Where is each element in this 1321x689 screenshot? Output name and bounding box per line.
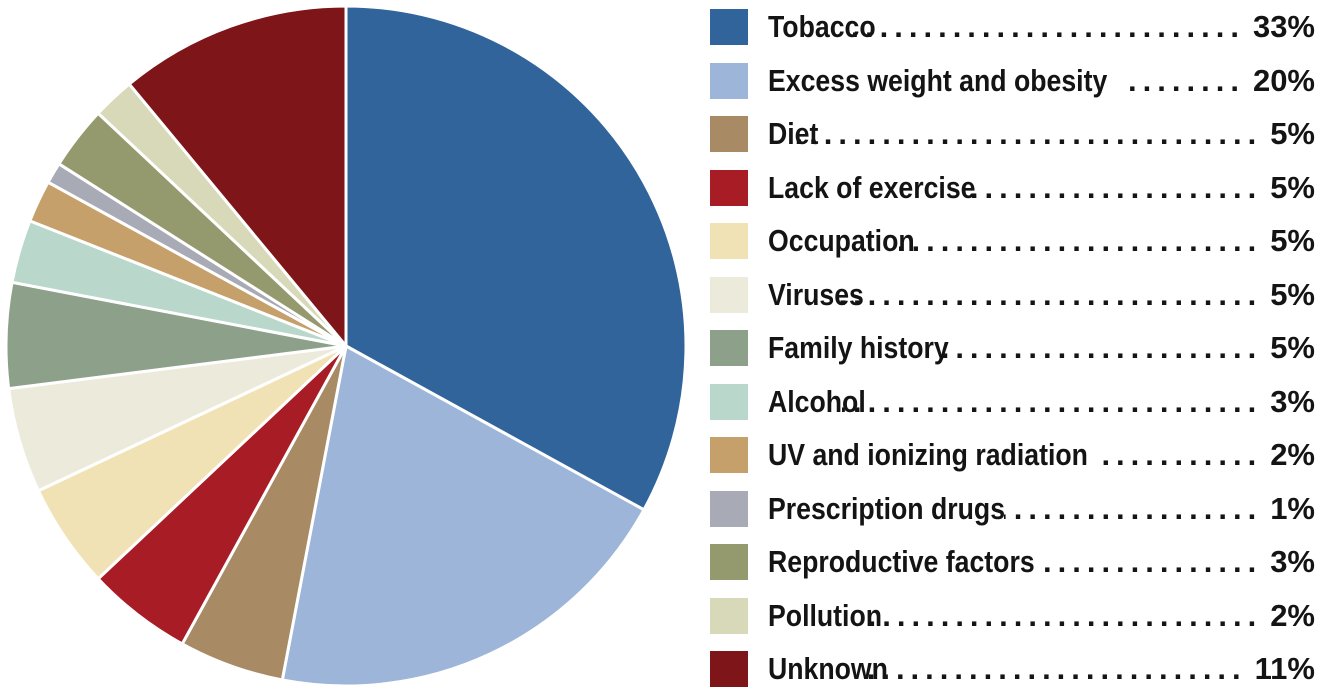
legend-swatch [710,383,748,420]
legend-item: Pollution...............................… [710,596,1315,636]
pie-slice-1 [280,344,646,688]
legend-swatch [710,9,748,45]
legend-leader-dots: ........................................ [1100,437,1263,472]
legend-leader-dots: ........................................ [1123,62,1245,98]
legend-label: Lack of exercise [768,169,976,205]
legend-leader-dots: ........................................ [867,651,1247,686]
legend-value: 2% [1270,597,1315,633]
legend-value: 11% [1254,651,1315,686]
legend-value: 2% [1270,437,1315,472]
legend-swatch [710,597,748,634]
legend-value: 5% [1270,116,1315,151]
legend-value: 5% [1270,276,1315,312]
legend-leader-dots: ........................................ [787,116,1263,151]
legend-swatch [710,490,748,527]
legend-swatch [710,276,748,313]
legend-value: 5% [1270,169,1315,205]
legend-leader-dots: ........................................ [969,169,1263,205]
legend-value: 5% [1270,223,1315,258]
legend-leader-dots: ........................................ [938,330,1263,365]
legend-item: Unknown.................................… [710,649,1315,689]
legend-label: Diet [768,116,819,151]
legend-leader-dots: ........................................ [1004,490,1263,526]
legend-item: UV and ionizing radiation...............… [710,435,1315,475]
legend-swatch [710,62,748,99]
legend-item: Reproductive factors....................… [710,542,1315,582]
legend-label: Viruses [768,276,864,312]
legend-swatch [710,223,748,259]
legend-swatch [710,169,748,206]
legend-label: Occupation [768,223,915,258]
pie-chart [4,4,688,688]
legend-label: Family history [768,330,949,365]
legend-item: Excess weight and obesity...............… [710,61,1315,101]
legend-label: Pollution [768,597,883,633]
legend-item: Occupation..............................… [710,221,1315,261]
legend-value: 33% [1252,9,1315,44]
legend-value: 5% [1270,330,1315,365]
legend-value: 20% [1252,62,1315,98]
legend-label: Reproductive factors [768,544,1035,579]
pie-slice-0 [344,4,688,512]
legend-label: Tobacco [768,9,876,44]
legend-leader-dots: ........................................ [842,383,1263,419]
legend-label: Excess weight and obesity [768,62,1108,98]
legend-item: Prescription drugs......................… [710,489,1315,529]
legend-item: Tobacco.................................… [710,7,1315,47]
legend-leader-dots: ........................................ [839,276,1263,312]
legend-item: Viruses.................................… [710,275,1315,315]
pie-slice-12 [127,4,348,348]
legend-leader-dots: ........................................ [1038,544,1263,579]
legend-leader-dots: ........................................ [853,9,1245,44]
legend-swatch [710,116,748,152]
legend-item: Diet....................................… [710,114,1315,154]
legend-value: 3% [1270,383,1315,419]
legend-swatch [710,651,748,687]
legend-item: Alcohol.................................… [710,382,1315,422]
legend-label: UV and ionizing radiation [768,437,1088,472]
legend-swatch [710,544,748,580]
legend-value: 1% [1270,490,1315,526]
legend-value: 3% [1270,544,1315,579]
legend-swatch [710,437,748,473]
legend-leader-dots: ........................................ [861,597,1263,633]
legend-leader-dots: ........................................ [898,223,1263,258]
legend-label: Alcohol [768,383,866,419]
legend-item: Family history..........................… [710,328,1315,368]
legend-label: Prescription drugs [768,490,1006,526]
legend-swatch [710,330,748,366]
legend-label: Unknown [768,651,888,686]
legend-item: Lack of exercise........................… [710,168,1315,208]
legend: Tobacco.................................… [710,7,1315,687]
